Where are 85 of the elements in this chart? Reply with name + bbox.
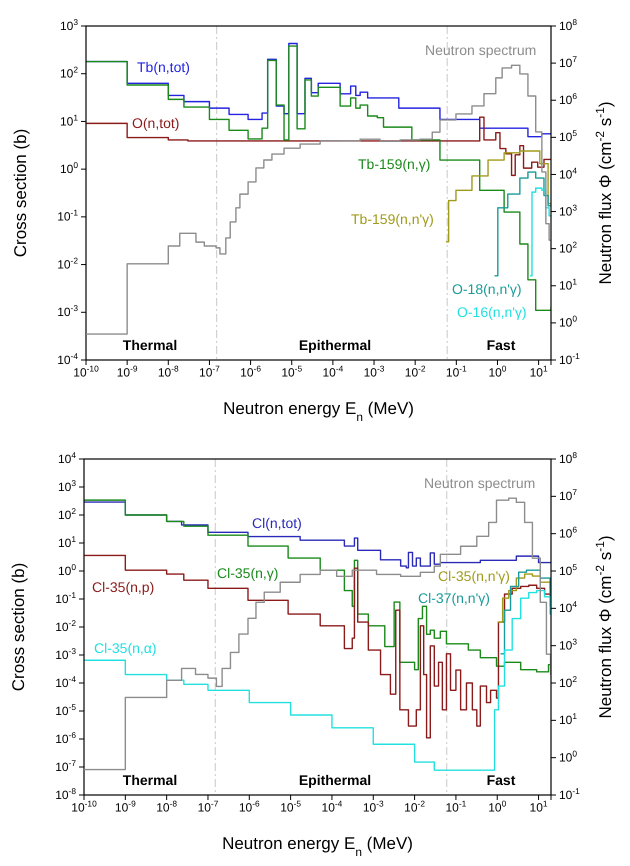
x-tick-label: 10$^{-8}$	[156, 798, 178, 815]
y-tick-label: 10$^{-1}$	[55, 590, 76, 606]
y-tick-label: 10$^{-1}$	[57, 208, 78, 224]
x-tick-label: 10$^{-6}$	[240, 364, 262, 380]
y-tick-label: 10$^{1}$	[559, 711, 578, 728]
text: O-16(n,n'γ)	[457, 304, 527, 320]
y-tick-label: 10$^{7}$	[559, 487, 578, 504]
y-tick-label: 10$^{-7}$	[55, 758, 76, 774]
x-tick-label: 10$^{1}$	[530, 364, 548, 380]
x-tick-label: 10$^{-3}$	[364, 364, 385, 380]
series-label: O-18(n,n'γ)	[452, 281, 522, 297]
x-tick-label: 10$^{-8}$	[158, 364, 180, 380]
y-tick-label: 10$^{0}$	[58, 562, 76, 578]
y-tick-label: 10$^{4}$	[559, 599, 578, 616]
x-tick-label: 10$^{-4}$	[322, 798, 343, 815]
y-tick-label: 10$^{5}$	[559, 128, 578, 144]
x-tick-label: 10$^{-1}$	[446, 364, 468, 380]
annotation: Fast	[486, 337, 516, 353]
x-tick-label: 10$^{1}$	[530, 798, 548, 815]
y-tick-label: 10$^{3}$	[58, 478, 76, 494]
series-label: Cl-35(n,γ)	[217, 565, 278, 581]
y-tick-label: 10$^{2}$	[60, 64, 78, 81]
y-tick-label: 10$^{1}$	[559, 276, 578, 293]
x-tick-label: 10$^{-2}$	[404, 798, 426, 815]
x-tick-label: 10$^{-3}$	[362, 798, 384, 815]
annotation: Thermal	[122, 772, 178, 788]
x-axis-title: Neutron energy E$_{n}$ (MeV)	[223, 399, 414, 424]
x-tick-label: 10$^{-6}$	[238, 798, 260, 815]
y-axis-title: Cross section (b)	[9, 562, 28, 692]
y-tick-label: 10$^{0}$	[559, 314, 578, 330]
series-label: Cl-35(n,n'γ)	[438, 568, 510, 584]
y-tick-label: 10$^{-2}$	[55, 618, 76, 634]
x-tick-label: 10$^{-2}$	[404, 364, 426, 380]
y-tick-label: 10$^{-1}$	[559, 786, 580, 802]
y-tick-label: 10$^{3}$	[559, 202, 578, 218]
series-label: Tb-159(n,n'γ)	[351, 211, 434, 227]
y-tick-label: 10$^{-3}$	[57, 303, 78, 320]
annotation: Thermal	[122, 337, 178, 353]
y-tick-label: 10$^{5}$	[559, 562, 578, 578]
series-label: Cl-37(n,n'γ)	[418, 590, 490, 606]
x-tick-label: 10$^{-9}$	[114, 798, 136, 815]
y-tick-label: 10$^{4}$	[58, 450, 76, 466]
y-tick-label: 10$^{6}$	[559, 91, 578, 108]
series-label: Cl-35(n,α)	[94, 640, 157, 656]
x-axis-title: Neutron energy E$_{n}$ (MeV)	[222, 834, 413, 859]
series-label: Cl-35(n,p)	[92, 579, 154, 595]
y-axis-title: Cross section (b)	[11, 128, 30, 258]
annotation: Epithermal	[298, 337, 372, 353]
x-tick-label: 10$^{-4}$	[322, 364, 344, 380]
x-tick-label: 10$^{-9}$	[116, 364, 138, 380]
series-label: Tb-159(n,γ)	[358, 156, 430, 172]
y-tick-label: 10$^{-5}$	[55, 702, 76, 718]
y-tick-label: 10$^{6}$	[559, 524, 578, 541]
y-tick-label: 10$^{3}$	[60, 16, 78, 33]
annotation: Epithermal	[298, 772, 372, 788]
x-tick-label: 10$^{0}$	[488, 798, 507, 815]
y-tick-label: 10$^{2}$	[58, 506, 76, 522]
y-tick-label: 10$^{-3}$	[55, 646, 76, 662]
series-label: Neutron spectrum	[425, 42, 536, 58]
series-label: O(n,tot)	[132, 115, 180, 131]
y-tick-label: 10$^{8}$	[559, 450, 578, 466]
y-tick-label: 10$^{3}$	[559, 636, 578, 653]
y-tick-label: 10$^{-6}$	[55, 730, 76, 746]
x-tick-label: 10$^{-7}$	[199, 364, 220, 380]
x-tick-label: 10$^{-7}$	[198, 798, 219, 815]
series-label: Neutron spectrum	[424, 475, 536, 491]
y-tick-label: 10$^{2}$	[559, 240, 578, 256]
y-tick-label: 10$^{-2}$	[57, 255, 78, 272]
y-tick-label: 10$^{7}$	[559, 54, 578, 70]
y-tick-label: 10$^{4}$	[559, 165, 578, 182]
x-tick-label: 10$^{0}$	[488, 364, 507, 380]
y-tick-label: 10$^{0}$	[559, 748, 578, 765]
y-tick-label: 10$^{-4}$	[55, 674, 76, 690]
series-label: Cl(n,tot)	[252, 515, 302, 531]
annotation: Fast	[486, 772, 516, 788]
y-tick-label: 10$^{1}$	[58, 534, 76, 550]
y-tick-label: 10$^{2}$	[559, 674, 578, 690]
y-tick-label: 10$^{1}$	[60, 112, 78, 128]
x-tick-label: 10$^{-5}$	[280, 798, 302, 815]
y-tick-label: 10$^{0}$	[60, 160, 78, 176]
series-label: Tb(n,tot)	[137, 59, 190, 75]
x-tick-label: 10$^{-5}$	[281, 364, 302, 380]
y-tick-label: 10$^{-1}$	[559, 350, 580, 367]
x-tick-label: 10$^{-1}$	[446, 798, 467, 815]
y-tick-label: 10$^{8}$	[559, 16, 578, 33]
